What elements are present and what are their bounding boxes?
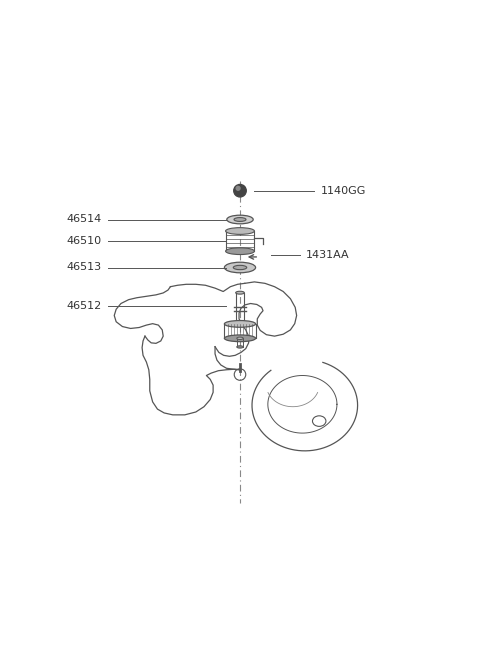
Text: 46513: 46513 — [67, 263, 102, 272]
Text: 46512: 46512 — [67, 301, 102, 311]
Text: 46514: 46514 — [67, 214, 102, 225]
Ellipse shape — [236, 291, 244, 294]
Ellipse shape — [227, 215, 253, 224]
Ellipse shape — [237, 337, 243, 339]
Text: 1140GG: 1140GG — [321, 186, 366, 196]
Ellipse shape — [234, 217, 246, 221]
Circle shape — [234, 185, 246, 197]
Text: 46510: 46510 — [67, 236, 102, 246]
Ellipse shape — [225, 335, 255, 342]
Ellipse shape — [226, 248, 254, 255]
Ellipse shape — [226, 228, 254, 234]
Ellipse shape — [225, 320, 255, 328]
Ellipse shape — [225, 262, 255, 272]
Circle shape — [236, 187, 240, 190]
Ellipse shape — [237, 346, 243, 348]
Ellipse shape — [233, 265, 247, 270]
Text: 1431AA: 1431AA — [306, 250, 350, 259]
